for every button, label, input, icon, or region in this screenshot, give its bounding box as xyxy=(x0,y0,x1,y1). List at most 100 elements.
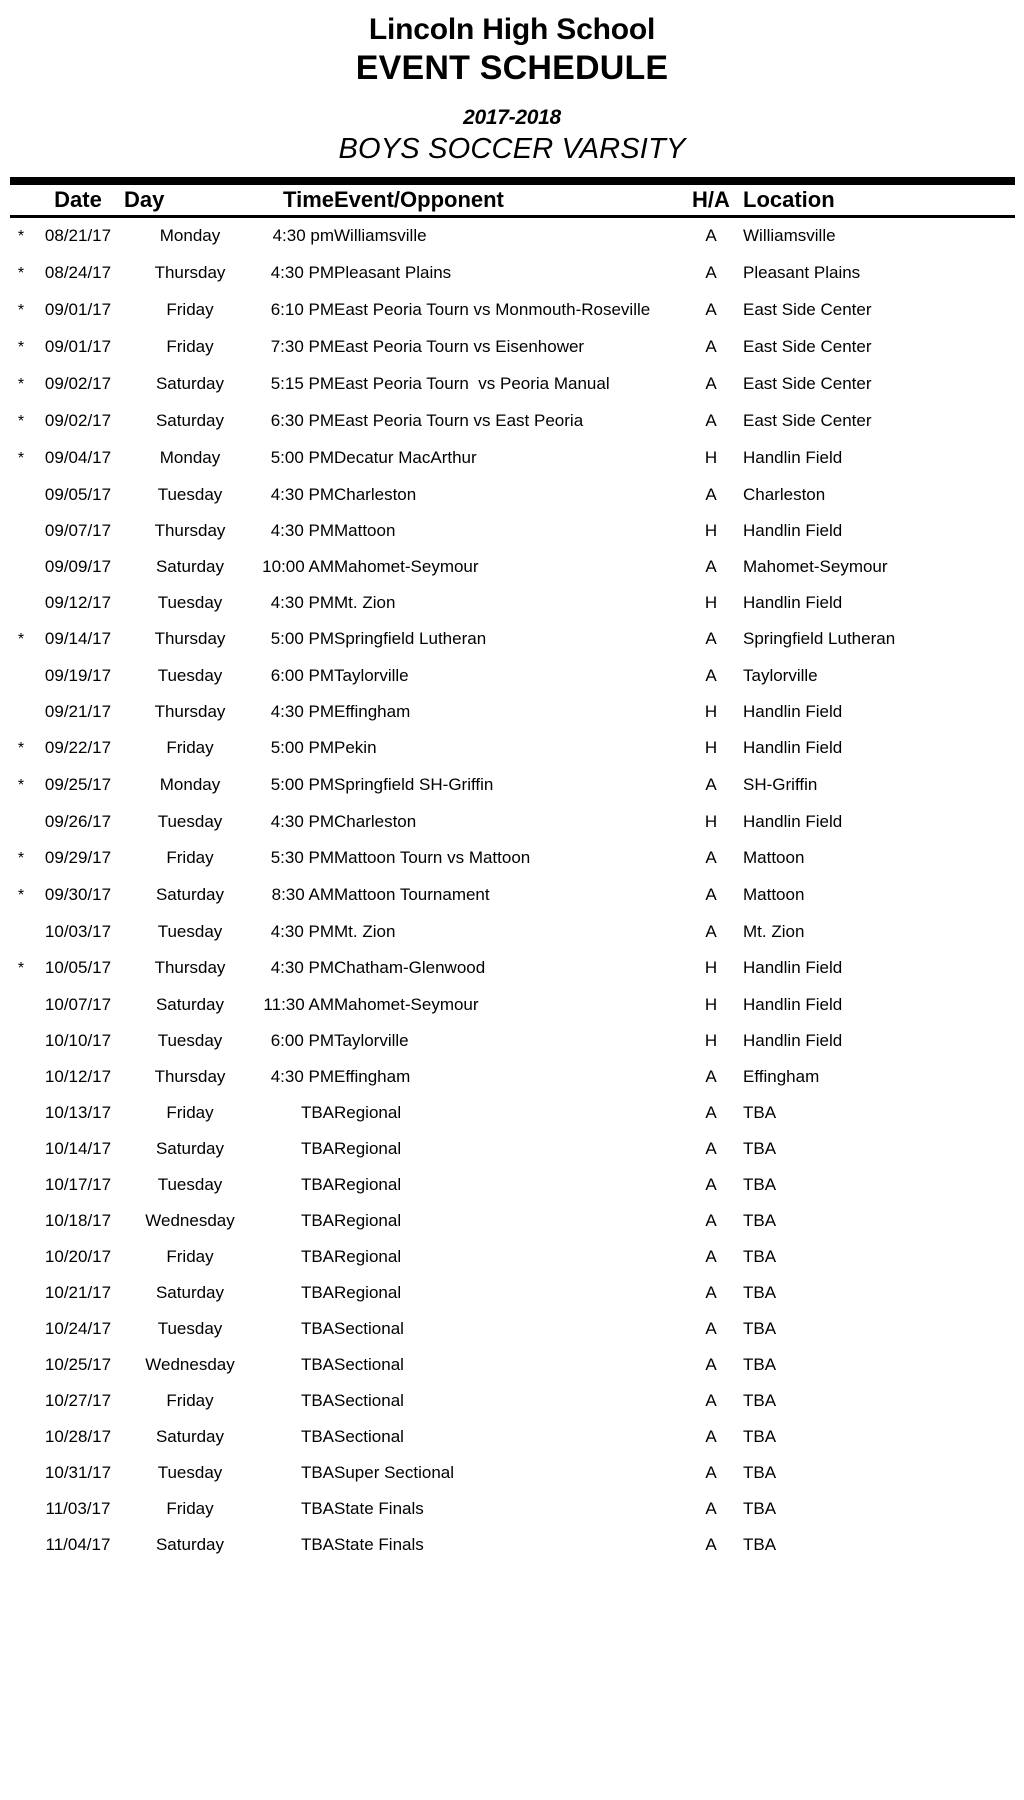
cell-time: TBA xyxy=(300,1139,334,1158)
cell-location: TBA xyxy=(743,1319,777,1338)
cell-location: TBA xyxy=(743,1175,777,1194)
cell-day: Thursday xyxy=(154,958,226,977)
cell-time: 4:30 PM xyxy=(270,485,334,504)
cell-date: 10/28/17 xyxy=(44,1427,112,1446)
table-row: * 09/01/17 Friday 7:30 PM East Peoria Tourn … xyxy=(10,329,1015,366)
cell-time: 7:30 PM xyxy=(270,337,334,356)
cell-date: 09/01/17 xyxy=(44,300,112,319)
cell-location: East Side Center xyxy=(743,300,872,319)
cell-event: Sectional xyxy=(334,1427,404,1446)
cell-ha: H xyxy=(704,812,718,831)
column-header-day: Day xyxy=(124,187,165,212)
cell-day: Tuesday xyxy=(157,1031,223,1050)
cell-day: Friday xyxy=(166,848,214,867)
cell-location: East Side Center xyxy=(743,337,872,356)
cell-location: Charleston xyxy=(743,485,826,504)
cell-ha: A xyxy=(705,1139,717,1158)
cell-date: 09/29/17 xyxy=(44,848,112,867)
cell-ha: A xyxy=(705,300,717,319)
cell-date: 09/22/17 xyxy=(44,738,112,757)
cell-event: Regional xyxy=(334,1283,402,1302)
cell-location: East Side Center xyxy=(743,411,872,430)
column-header-marker xyxy=(10,185,32,215)
cell-marker xyxy=(10,658,32,694)
cell-day: Wednesday xyxy=(145,1355,235,1374)
table-row: 11/04/17 Saturday TBA State Finals A TBA xyxy=(10,1527,1015,1563)
table-row: * 09/25/17 Monday 5:00 PM Springfield SH-Gri… xyxy=(10,767,1015,804)
table-row: 09/21/17 Thursday 4:30 PM Effingham H Handlin… xyxy=(10,694,1015,730)
cell-day: Friday xyxy=(166,1247,214,1266)
cell-location: Springfield Lutheran xyxy=(743,629,896,648)
cell-ha: A xyxy=(705,1283,717,1302)
cell-marker: * xyxy=(17,450,25,467)
table-row: * 09/04/17 Monday 5:00 PM Decatur MacArthur H… xyxy=(10,440,1015,477)
cell-marker xyxy=(10,1239,32,1275)
table-row: 10/27/17 Friday TBA Sectional A TBA xyxy=(10,1383,1015,1419)
cell-time: 4:30 PM xyxy=(270,1067,334,1086)
cell-event: Regional xyxy=(334,1103,402,1122)
table-row: 10/31/17 Tuesday TBA Super Sectional A TBA xyxy=(10,1455,1015,1491)
cell-time: 4:30 pm xyxy=(272,226,334,245)
cell-ha: A xyxy=(705,1175,717,1194)
cell-date: 10/21/17 xyxy=(44,1283,112,1302)
cell-location: TBA xyxy=(743,1463,777,1482)
cell-date: 09/19/17 xyxy=(44,666,112,685)
cell-date: 10/25/17 xyxy=(44,1355,112,1374)
cell-location: Handlin Field xyxy=(743,738,843,757)
cell-location: Mattoon xyxy=(743,885,805,904)
cell-time: 5:00 PM xyxy=(270,629,334,648)
cell-event: Sectional xyxy=(334,1391,404,1410)
cell-day: Thursday xyxy=(154,702,226,721)
table-row: * 09/01/17 Friday 6:10 PM East Peoria Tourn … xyxy=(10,292,1015,329)
cell-time: TBA xyxy=(300,1247,334,1266)
cell-day: Friday xyxy=(166,1499,214,1518)
cell-day: Saturday xyxy=(155,1283,225,1302)
cell-date: 09/04/17 xyxy=(44,448,112,467)
cell-time: 4:30 PM xyxy=(270,702,334,721)
cell-day: Saturday xyxy=(155,995,225,1014)
header-rule-top-wrap xyxy=(0,177,1024,185)
cell-event: Mattoon Tournament xyxy=(334,885,490,904)
cell-time: 5:00 PM xyxy=(270,775,334,794)
cell-ha: A xyxy=(705,848,717,867)
cell-date: 09/30/17 xyxy=(44,885,112,904)
cell-location: East Side Center xyxy=(743,374,872,393)
cell-day: Saturday xyxy=(155,1535,225,1554)
cell-ha: A xyxy=(705,885,717,904)
cell-date: 09/12/17 xyxy=(44,593,112,612)
cell-ha: H xyxy=(704,593,718,612)
cell-marker xyxy=(10,1347,32,1383)
cell-event: Taylorville xyxy=(334,666,409,685)
cell-ha: A xyxy=(705,374,717,393)
cell-marker: * xyxy=(17,777,25,794)
cell-ha: H xyxy=(704,1031,718,1050)
cell-location: TBA xyxy=(743,1427,777,1446)
cell-time: 4:30 PM xyxy=(270,812,334,831)
cell-day: Saturday xyxy=(155,885,225,904)
cell-time: TBA xyxy=(300,1283,334,1302)
cell-event: Sectional xyxy=(334,1355,404,1374)
cell-marker xyxy=(10,1023,32,1059)
cell-event: Decatur MacArthur xyxy=(334,448,477,467)
cell-time: TBA xyxy=(300,1103,334,1122)
cell-marker xyxy=(10,1383,32,1419)
cell-time: 6:30 PM xyxy=(270,411,334,430)
cell-time: TBA xyxy=(300,1427,334,1446)
cell-ha: H xyxy=(704,738,718,757)
table-row: 10/12/17 Thursday 4:30 PM Effingham A Effingh… xyxy=(10,1059,1015,1095)
cell-ha: A xyxy=(705,263,717,282)
cell-location: TBA xyxy=(743,1247,777,1266)
schedule-table: Date Day Time Event/Opponent H/A Locatio… xyxy=(10,185,1015,1563)
cell-day: Saturday xyxy=(155,1427,225,1446)
cell-event: Taylorville xyxy=(334,1031,409,1050)
cell-date: 10/27/17 xyxy=(44,1391,112,1410)
table-body: * 08/21/17 Monday 4:30 pm Williamsville A Will… xyxy=(10,218,1015,1563)
cell-event: Mahomet-Seymour xyxy=(334,995,479,1014)
column-header-time: Time xyxy=(283,187,334,212)
cell-ha: A xyxy=(705,485,717,504)
cell-ha: H xyxy=(704,521,718,540)
sport-label: BOYS SOCCER VARSITY xyxy=(338,133,686,165)
table-row: 10/17/17 Tuesday TBA Regional A TBA xyxy=(10,1167,1015,1203)
table-row: * 08/21/17 Monday 4:30 pm Williamsville A Will… xyxy=(10,218,1015,255)
